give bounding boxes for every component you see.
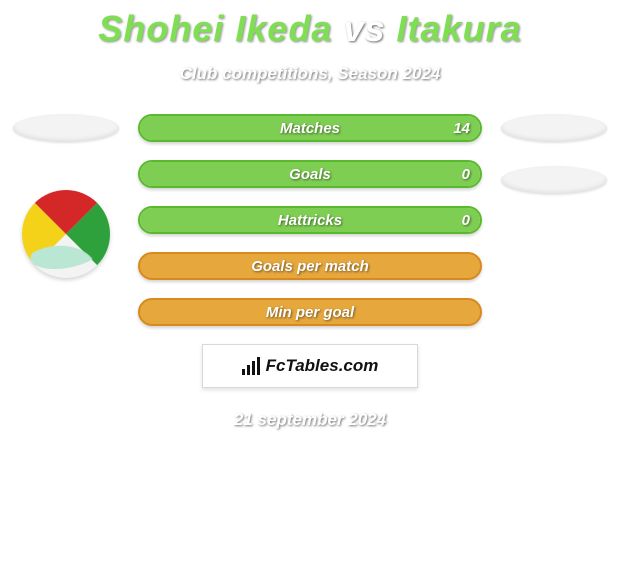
badge-red-icon bbox=[22, 190, 110, 234]
stat-row: Goals per match bbox=[138, 252, 482, 280]
vs-label: vs bbox=[343, 8, 385, 49]
page-title: Shohei Ikeda vs Itakura bbox=[0, 8, 620, 50]
stat-label: Matches bbox=[280, 120, 340, 137]
stat-row: Matches 14 bbox=[138, 114, 482, 142]
bars-icon bbox=[242, 357, 260, 375]
player2-name: Itakura bbox=[397, 8, 522, 49]
stat-right-value: 0 bbox=[462, 166, 470, 183]
stat-right-value: 14 bbox=[453, 120, 470, 137]
player2-column bbox=[494, 114, 614, 194]
player1-club-badge bbox=[22, 190, 110, 278]
stat-right-value: 0 bbox=[462, 212, 470, 229]
stat-label: Goals per match bbox=[251, 258, 369, 275]
brand-text: FcTables.com bbox=[266, 356, 379, 376]
player1-column bbox=[6, 114, 126, 278]
player2-flag-placeholder bbox=[501, 114, 607, 142]
stat-row: Goals 0 bbox=[138, 160, 482, 188]
brand-badge[interactable]: FcTables.com bbox=[202, 344, 418, 388]
snapshot-date: 21 september 2024 bbox=[0, 410, 620, 430]
player1-name: Shohei Ikeda bbox=[98, 8, 332, 49]
stat-bars: Matches 14 Goals 0 Hattricks 0 Goals per match… bbox=[138, 114, 482, 326]
stat-label: Min per goal bbox=[266, 304, 354, 321]
comparison-panel: Matches 14 Goals 0 Hattricks 0 Goals per match… bbox=[0, 114, 620, 430]
stat-label: Hattricks bbox=[278, 212, 342, 229]
stat-row: Min per goal bbox=[138, 298, 482, 326]
stat-row: Hattricks 0 bbox=[138, 206, 482, 234]
player2-club-placeholder bbox=[501, 166, 607, 194]
subtitle: Club competitions, Season 2024 bbox=[0, 64, 620, 84]
stat-label: Goals bbox=[289, 166, 331, 183]
player1-flag-placeholder bbox=[13, 114, 119, 142]
